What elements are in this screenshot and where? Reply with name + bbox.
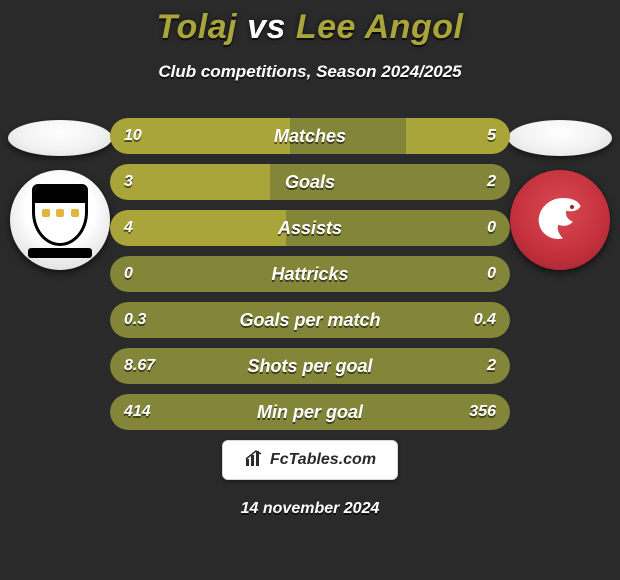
stat-label: Goals per match <box>110 302 510 338</box>
stat-label: Hattricks <box>110 256 510 292</box>
shield-icon <box>32 184 88 246</box>
stat-row: 0.3Goals per match0.4 <box>110 302 510 338</box>
stat-right-value: 5 <box>487 118 496 154</box>
stat-label: Goals <box>110 164 510 200</box>
morecambe-crest <box>510 170 610 270</box>
stat-label: Shots per goal <box>110 348 510 384</box>
shrimp-icon <box>532 196 588 242</box>
stat-label: Min per goal <box>110 394 510 430</box>
brand-text: FcTables.com <box>270 451 376 469</box>
stat-label: Matches <box>110 118 510 154</box>
stat-right-value: 0 <box>487 256 496 292</box>
stat-right-value: 356 <box>469 394 496 430</box>
stat-row: 10Matches5 <box>110 118 510 154</box>
port-vale-crest <box>10 170 110 270</box>
stat-right-value: 0.4 <box>474 302 496 338</box>
brand-pill: FcTables.com <box>222 440 398 480</box>
stat-right-value: 2 <box>487 164 496 200</box>
ribbon-icon <box>28 248 92 258</box>
stats-container: 10Matches53Goals24Assists00Hattricks00.3… <box>110 118 510 440</box>
stat-label: Assists <box>110 210 510 246</box>
title-vs: vs <box>247 8 286 46</box>
player1-oval-plinth <box>8 120 112 156</box>
stat-row: 3Goals2 <box>110 164 510 200</box>
stat-row: 4Assists0 <box>110 210 510 246</box>
stat-right-value: 0 <box>487 210 496 246</box>
player2-oval-plinth <box>508 120 612 156</box>
stat-row: 0Hattricks0 <box>110 256 510 292</box>
generated-date: 14 november 2024 <box>0 500 620 518</box>
stat-right-value: 2 <box>487 348 496 384</box>
stat-row: 414Min per goal356 <box>110 394 510 430</box>
comparison-title: Tolaj vs Lee Angol <box>0 8 620 47</box>
stat-row: 8.67Shots per goal2 <box>110 348 510 384</box>
player2-name: Lee Angol <box>296 8 464 46</box>
chart-icon <box>244 448 264 473</box>
player1-name: Tolaj <box>157 8 238 46</box>
competition-subtitle: Club competitions, Season 2024/2025 <box>0 62 620 82</box>
